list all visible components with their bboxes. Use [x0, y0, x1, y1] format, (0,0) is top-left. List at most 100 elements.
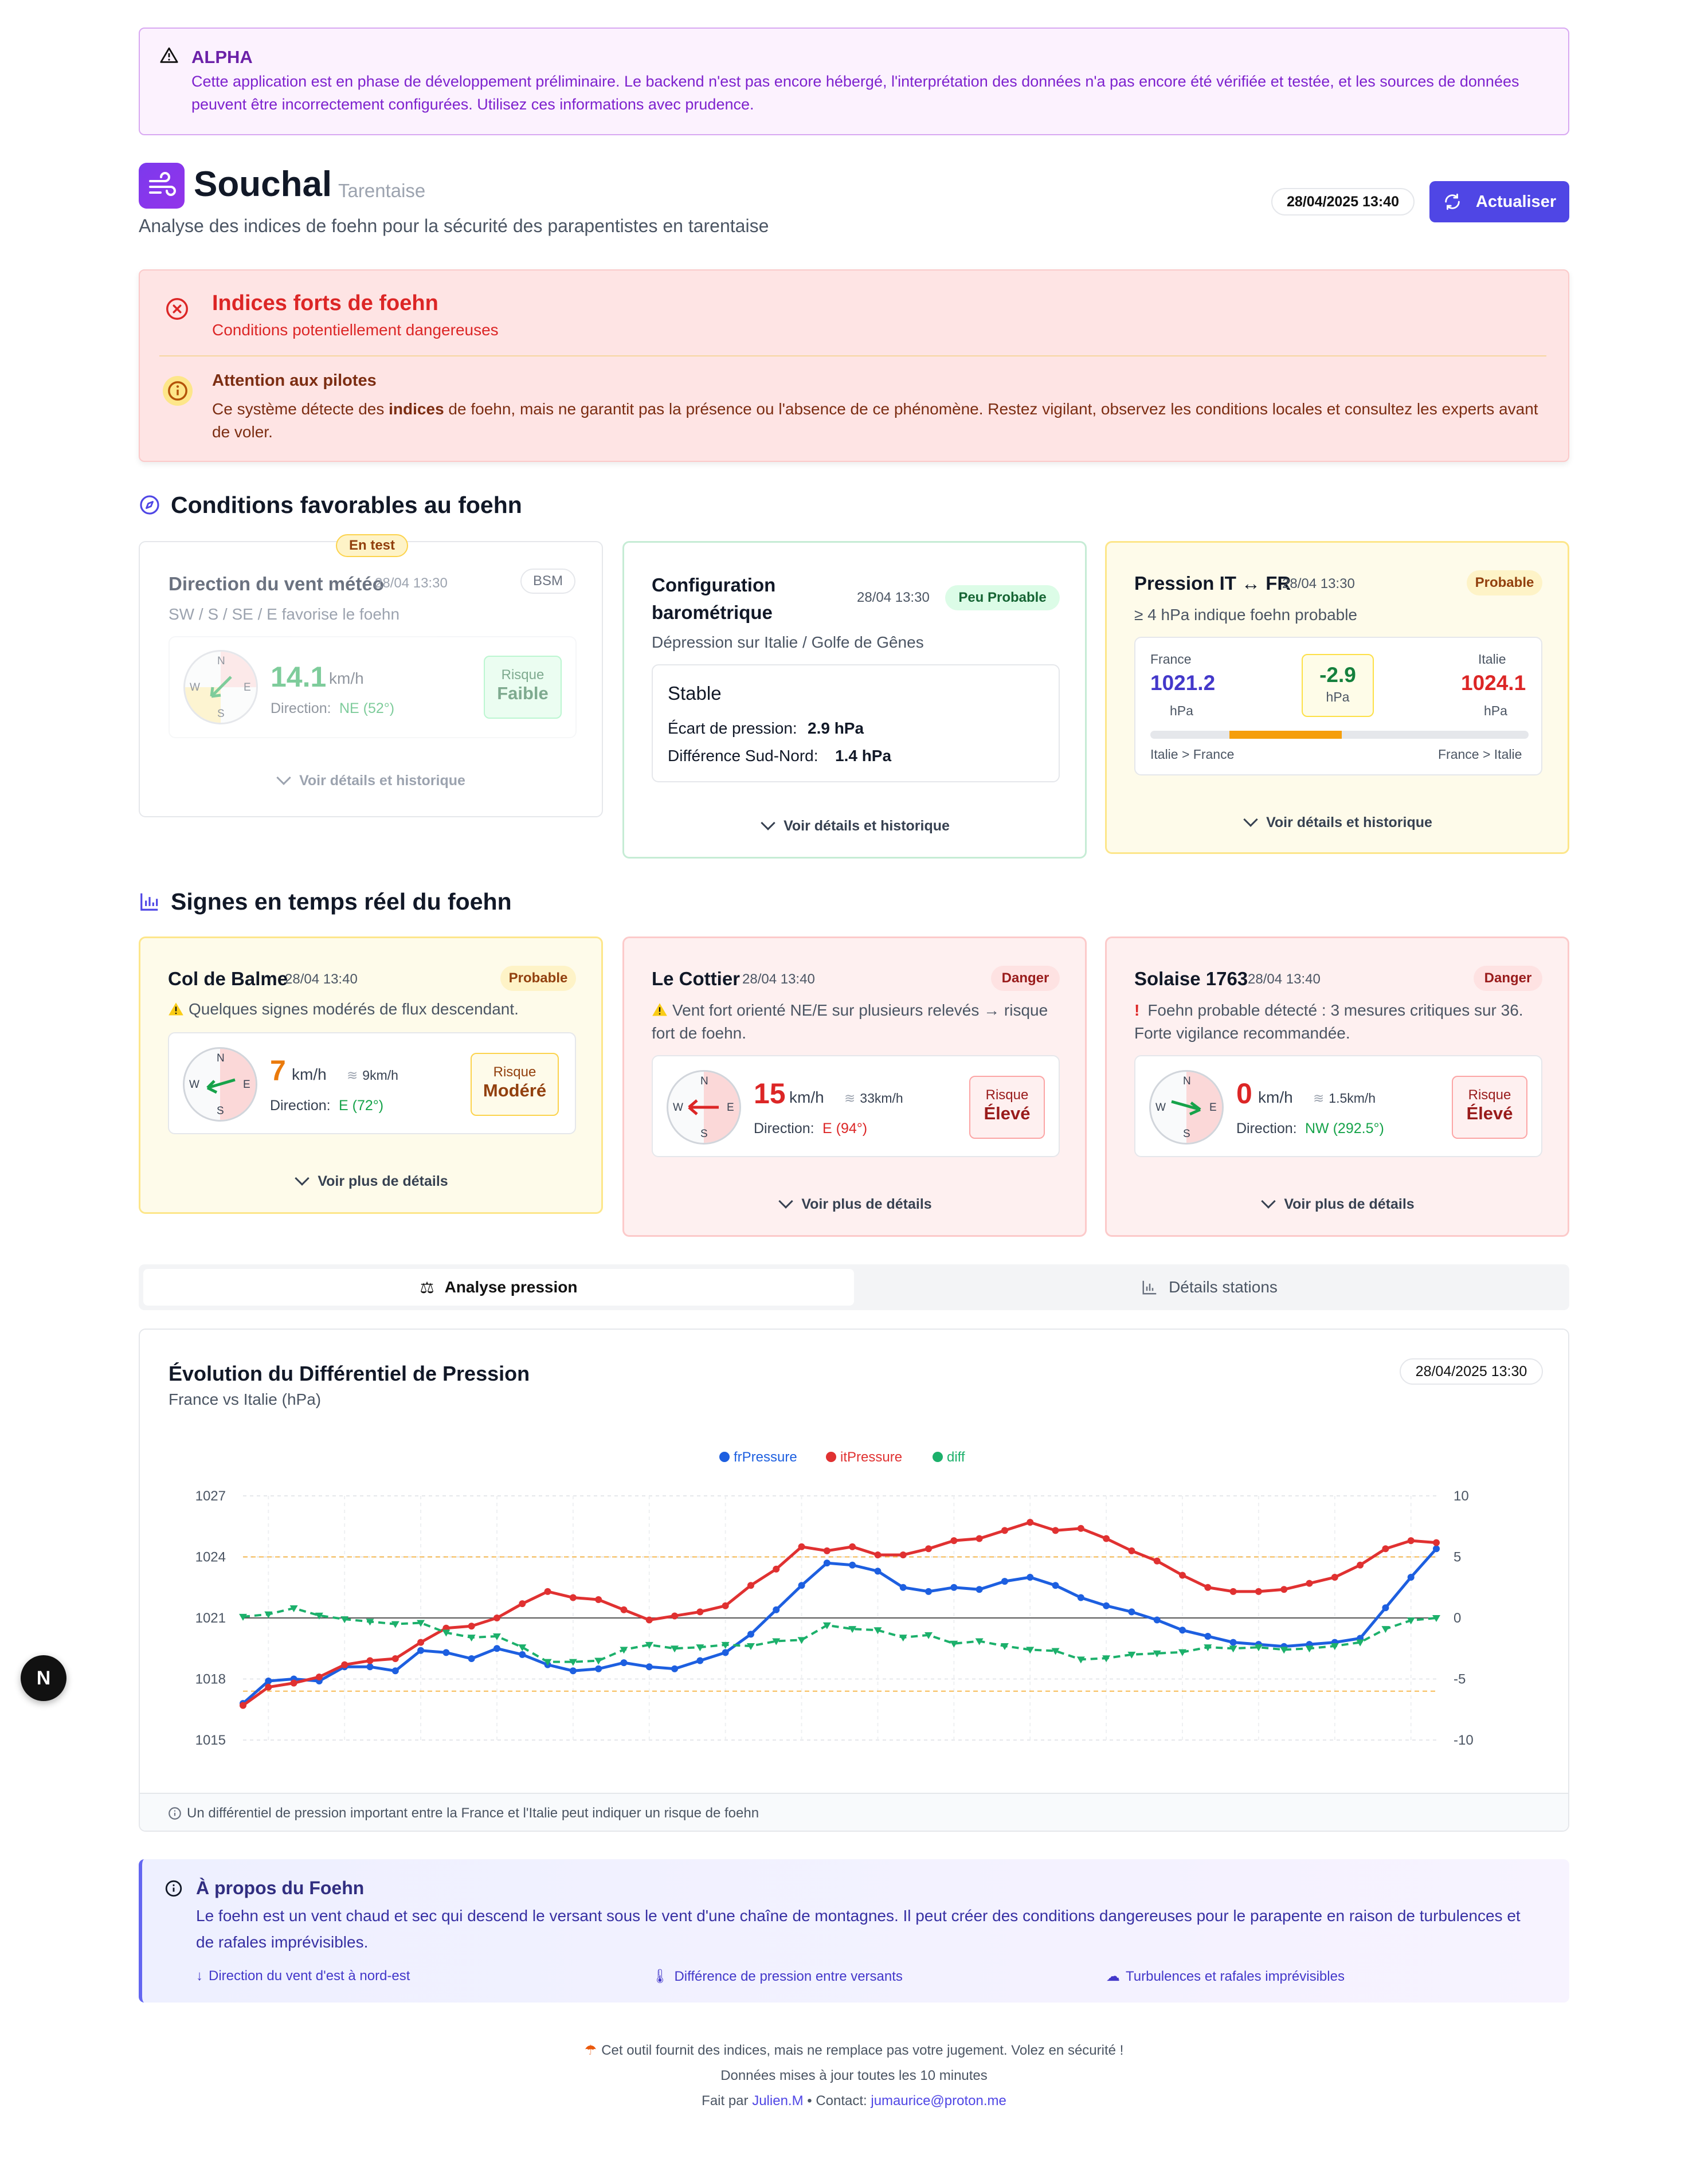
- station-badge: Probable: [500, 966, 576, 991]
- pressure-details-link[interactable]: Voir détails et historique: [1107, 812, 1571, 831]
- station-speed: 7: [270, 1055, 286, 1087]
- link-label: Voir détails et historique: [784, 818, 950, 834]
- legend-marker-frPressure: [719, 1452, 730, 1462]
- alert-divider: [159, 355, 1546, 356]
- legend-label-frPressure: frPressure: [734, 1449, 797, 1465]
- data-point-diff: [1356, 1639, 1365, 1647]
- exclamation-icon: !: [1134, 1001, 1140, 1019]
- scale-icon: ⚖: [420, 1278, 434, 1296]
- data-point-frPressure: [519, 1651, 526, 1658]
- fr-value: 1021.2: [1150, 671, 1216, 695]
- data-point-itPressure: [315, 1673, 323, 1680]
- author-link[interactable]: Julien.M: [752, 2093, 804, 2109]
- data-point-frPressure: [696, 1657, 704, 1664]
- station-message: ! Foehn probable détecté : 3 mesures crit…: [1134, 999, 1547, 1045]
- refresh-button[interactable]: Actualiser: [1429, 181, 1569, 222]
- x-tick-label: 11:00: [1090, 1753, 1123, 1754]
- station-gust: ≋ 33km/h: [844, 1091, 903, 1106]
- diff-box: -2.9 hPa: [1302, 654, 1374, 717]
- chart-footer-text: Un différentiel de pression important en…: [187, 1805, 759, 1821]
- station-inner: N S E W 15 km/h ≋ 33km/h Direction: E (94…: [652, 1055, 1060, 1157]
- wind-card-desc: SW / S / SE / E favorise le foehn: [169, 605, 400, 623]
- data-point-itPressure: [1357, 1561, 1364, 1569]
- data-point-itPressure: [773, 1565, 780, 1573]
- y-left-tick-label: 1018: [195, 1672, 226, 1687]
- data-point-frPressure: [391, 1667, 399, 1675]
- link-label: Voir détails et historique: [299, 773, 465, 789]
- risk-value: Élevé: [984, 1103, 1031, 1123]
- gust-icon: ≋: [1313, 1091, 1325, 1106]
- dev-indicator-button[interactable]: N: [21, 1655, 66, 1701]
- data-point-itPressure: [1153, 1557, 1161, 1565]
- data-point-frPressure: [620, 1659, 628, 1667]
- data-point-frPressure: [950, 1584, 958, 1591]
- data-point-diff: [822, 1622, 831, 1629]
- data-point-frPressure: [595, 1665, 602, 1672]
- sector-shading: [704, 1072, 739, 1143]
- data-point-diff: [1330, 1643, 1339, 1650]
- data-point-frPressure: [1027, 1574, 1034, 1581]
- data-point-frPressure: [1103, 1602, 1110, 1609]
- tab-station-details[interactable]: Détails stations: [854, 1269, 1565, 1306]
- message-text: Foehn probable détecté : 3 mesures criti…: [1134, 1001, 1523, 1042]
- cloud-icon: ☁: [1106, 1969, 1120, 1984]
- y-right-tick-label: -5: [1454, 1672, 1466, 1687]
- risk-label: Risque: [1468, 1087, 1511, 1103]
- gust-value: 9km/h: [362, 1068, 398, 1083]
- wind-direction-card: En test Direction du vent météo 28/04 13…: [139, 534, 604, 817]
- station-message: Quelques signes modérés de flux descenda…: [168, 1000, 519, 1018]
- wind-card-time: 28/04 13:30: [375, 575, 448, 591]
- email-link[interactable]: jumaurice@proton.me: [871, 2093, 1006, 2109]
- data-point-diff: [1432, 1615, 1440, 1622]
- risk-label: Risque: [985, 1087, 1029, 1103]
- data-point-diff: [391, 1621, 399, 1628]
- footer-line-1: ☂ Cet outil fournit des indices, mais ne …: [0, 2038, 1708, 2063]
- data-point-frPressure: [1001, 1578, 1008, 1585]
- about-item-label: Différence de pression entre versants: [674, 1968, 903, 1984]
- region-label: Tarentaise: [338, 180, 426, 201]
- about-item-label: Direction du vent d'est à nord-est: [209, 1968, 410, 1984]
- station-details-link[interactable]: Voir plus de détails: [140, 1170, 605, 1190]
- wind-details-link[interactable]: Voir détails et historique: [140, 770, 604, 789]
- risk-value: Élevé: [1466, 1103, 1513, 1123]
- compass-w: W: [673, 1102, 683, 1114]
- x-tick-label: 20:00: [708, 1753, 743, 1754]
- data-point-itPressure: [1382, 1545, 1389, 1553]
- station-details-link[interactable]: Voir plus de détails: [624, 1193, 1088, 1213]
- data-point-frPressure: [849, 1561, 856, 1569]
- barometric-card: Configuration barométrique 28/04 13:30 Pe…: [622, 541, 1087, 859]
- data-point-itPressure: [569, 1594, 577, 1601]
- sector-shading: [220, 1049, 256, 1120]
- data-point-diff: [492, 1633, 501, 1640]
- compass-s: S: [1183, 1128, 1190, 1140]
- data-point-diff: [772, 1638, 781, 1645]
- data-point-itPressure: [849, 1543, 856, 1550]
- station-card-col-de-balme: Col de Balme 28/04 13:40 Probable Quelqu…: [139, 936, 603, 1214]
- tab-pressure-analysis[interactable]: ⚖ Analyse pression: [143, 1269, 854, 1306]
- data-point-frPressure: [1179, 1627, 1186, 1634]
- made-by: Fait par: [702, 2093, 749, 2109]
- station-name: Col de Balme: [168, 968, 288, 989]
- data-point-itPressure: [1229, 1588, 1237, 1595]
- data-point-diff: [340, 1616, 349, 1624]
- series-line-frPressure: [242, 1547, 1437, 1704]
- baro-time: 28/04 13:30: [857, 590, 930, 605]
- footer-line-1-text: Cet outil fournit des indices, mais ne r…: [601, 2043, 1124, 2058]
- station-message: Vent fort orienté NE/E sur plusieurs rel…: [652, 999, 1064, 1045]
- station-risk-badge: Risque Élevé: [1452, 1076, 1527, 1139]
- data-point-itPressure: [366, 1657, 374, 1664]
- data-point-diff: [417, 1620, 425, 1627]
- data-point-itPressure: [493, 1615, 500, 1621]
- station-details-link[interactable]: Voir plus de détails: [1107, 1193, 1571, 1213]
- station-gust: ≋ 1.5km/h: [1313, 1091, 1376, 1106]
- data-point-diff: [1076, 1656, 1085, 1664]
- baro-details-link[interactable]: Voir détails et historique: [624, 815, 1088, 834]
- data-point-frPressure: [798, 1582, 805, 1589]
- warning-icon: [652, 1003, 667, 1016]
- legend-label-diff: diff: [947, 1449, 965, 1465]
- data-point-diff: [442, 1629, 450, 1637]
- data-point-diff: [518, 1644, 527, 1652]
- data-point-diff: [721, 1641, 730, 1649]
- wind-arrow-icon: [210, 676, 232, 698]
- wind-risk-badge: Risque Faible: [484, 656, 562, 719]
